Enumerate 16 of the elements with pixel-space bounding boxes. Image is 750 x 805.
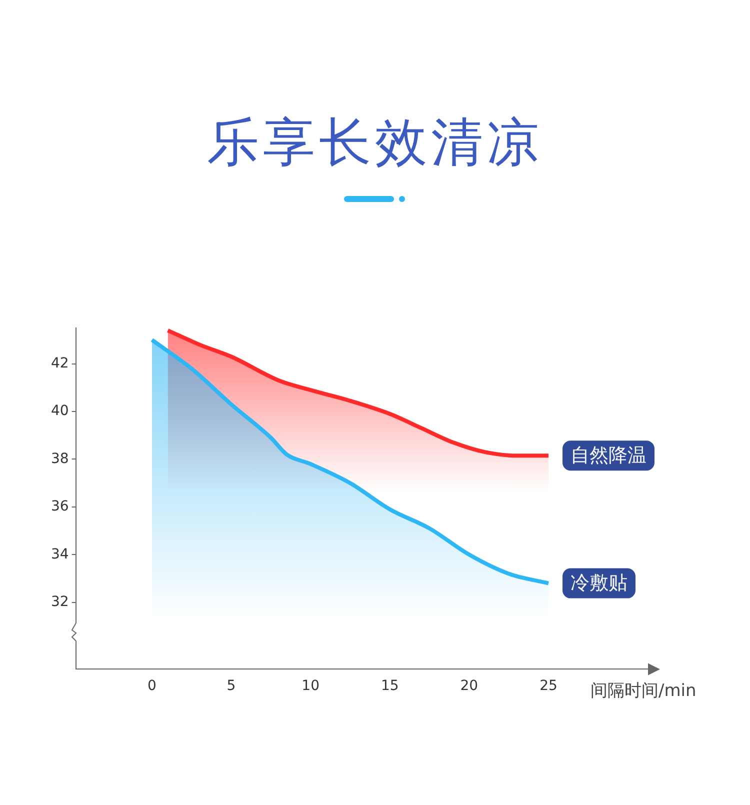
x-axis-title: 间隔时间/min (590, 681, 696, 702)
x-tick-label: 20 (460, 678, 478, 694)
y-tick-label: 40 (50, 403, 69, 420)
x-tick-label: 10 (302, 678, 320, 694)
x-tick-label: 25 (540, 678, 558, 694)
series-label: 自然降温 (570, 444, 646, 467)
y-tick-label: 36 (50, 498, 69, 515)
chart-title: 乐享长效清凉 (206, 112, 544, 175)
y-tick-label: 38 (50, 450, 69, 467)
y-tick-label: 42 (50, 355, 69, 372)
x-tick-label: 0 (147, 678, 156, 694)
x-tick-label: 5 (226, 678, 236, 694)
x-tick-label: 15 (380, 678, 399, 694)
y-tick-label: 32 (50, 594, 69, 610)
series-label: 冷敷贴 (570, 572, 628, 594)
y-tick-label: 34 (50, 546, 69, 562)
